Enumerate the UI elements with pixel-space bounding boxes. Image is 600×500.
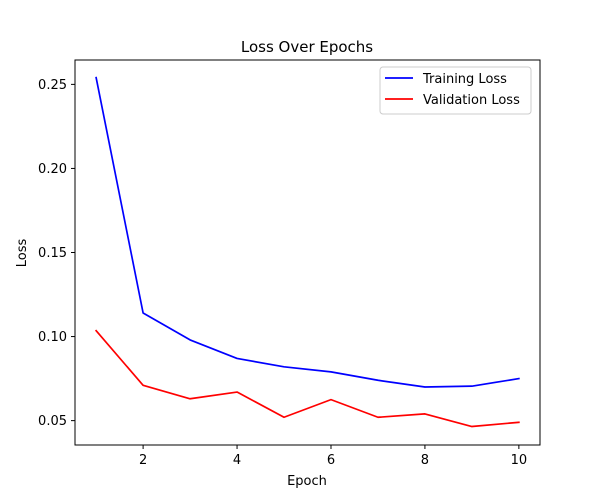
x-tick-label: 10 (511, 453, 528, 468)
series-line-training-loss (95, 76, 520, 388)
data-series (94, 76, 520, 428)
x-tick-label: 4 (233, 453, 241, 468)
y-tick-label: 0.20 (38, 162, 67, 177)
series-line-validation-loss (94, 329, 520, 428)
axis-ticks: 2 4 6 8 10 0.05 0.10 0.15 0.20 0.25 (38, 78, 527, 468)
chart-title: Loss Over Epochs (241, 38, 373, 56)
x-axis-label: Epoch (287, 474, 327, 489)
y-tick-label: 0.10 (38, 330, 67, 345)
x-tick-label: 2 (139, 453, 147, 468)
legend-label-validation-loss: Validation Loss (423, 93, 520, 108)
y-tick-label: 0.25 (38, 78, 67, 93)
x-tick-label: 8 (421, 453, 429, 468)
x-tick-label: 6 (327, 453, 335, 468)
y-tick-label: 0.05 (38, 414, 67, 429)
y-axis-label: Loss (15, 239, 30, 268)
legend-label-training-loss: Training Loss (422, 72, 507, 87)
legend: Training Loss Validation Loss (379, 66, 532, 115)
y-tick-label: 0.15 (38, 246, 67, 261)
legend-box (379, 66, 532, 115)
axes-frame (74, 59, 541, 446)
